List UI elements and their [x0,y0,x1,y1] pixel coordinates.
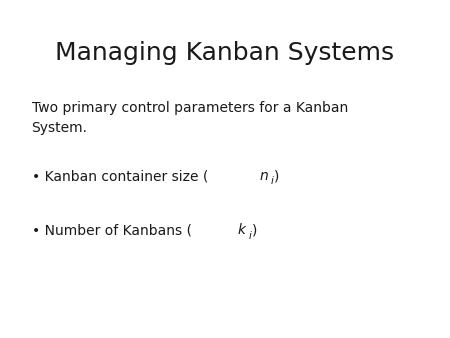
Text: n: n [259,169,268,183]
Text: Two primary control parameters for a Kanban
System.: Two primary control parameters for a Kan… [32,101,348,135]
Text: • Number of Kanbans (: • Number of Kanbans ( [32,223,192,237]
Text: Managing Kanban Systems: Managing Kanban Systems [55,41,395,65]
Text: i: i [270,176,273,187]
Text: i: i [248,231,251,241]
Text: k: k [238,223,246,237]
Text: ): ) [252,223,257,237]
Text: ): ) [274,169,279,183]
Text: • Kanban container size (: • Kanban container size ( [32,169,208,183]
